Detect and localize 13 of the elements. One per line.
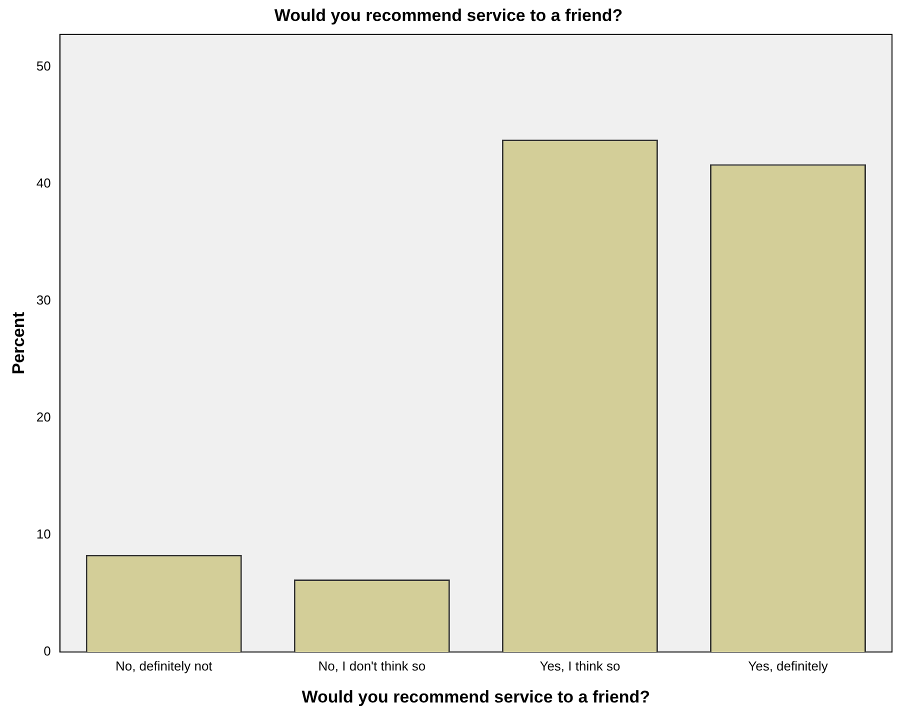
y-axis-title: Percent <box>8 312 28 374</box>
y-tick-label: 50 <box>36 58 51 74</box>
x-tick-label: No, I don't think so <box>318 658 426 674</box>
y-tick-label: 10 <box>36 526 51 542</box>
x-axis-title: Would you recommend service to a friend? <box>302 687 650 706</box>
y-tick-label: 20 <box>36 410 51 425</box>
chart-title: Would you recommend service to a friend? <box>274 6 623 25</box>
y-tick-label: 30 <box>36 292 51 308</box>
x-tick-label: Yes, I think so <box>540 658 620 674</box>
x-tick-label: Yes, definitely <box>748 658 828 674</box>
x-tick-label: No, definitely not <box>115 658 213 674</box>
y-tick-label: 40 <box>36 176 51 191</box>
y-tick-label: 0 <box>44 644 51 659</box>
